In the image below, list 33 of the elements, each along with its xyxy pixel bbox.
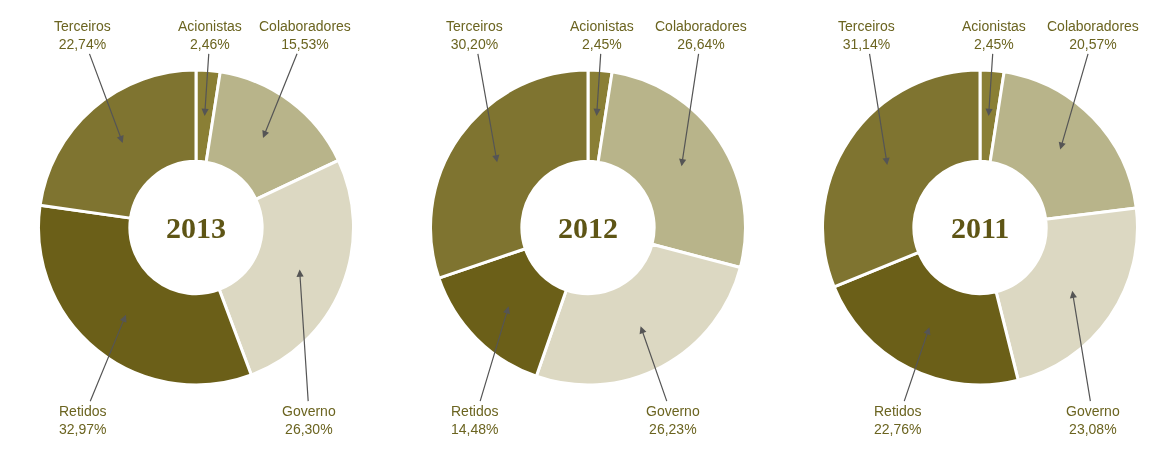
- data-label: 26,23%: [649, 421, 697, 438]
- data-label: 22,74%: [58, 36, 107, 53]
- data-label: 31,14%: [842, 36, 891, 53]
- data-label: 22,76%: [874, 421, 922, 438]
- slice-label: Terceiros: [54, 18, 111, 34]
- data-label: 30,20%: [450, 36, 499, 53]
- text: 2011: [951, 211, 1010, 244]
- slice-label: Acionistas: [962, 18, 1026, 34]
- slice-label: Acionistas: [570, 18, 634, 34]
- slice-label: Retidos: [451, 403, 499, 419]
- data-label: 20,57%: [1069, 36, 1117, 53]
- data-label: 2,45%: [974, 36, 1014, 53]
- slice-label: Governo: [1066, 403, 1120, 419]
- slice-label: Terceiros: [446, 18, 503, 34]
- data-label: 26,30%: [285, 421, 333, 438]
- slice-label: Colaboradores: [1047, 18, 1139, 34]
- slice-label: Retidos: [59, 403, 107, 419]
- slice-label: Retidos: [874, 403, 922, 419]
- slice-label: Colaboradores: [259, 18, 351, 34]
- slice-label: Terceiros: [838, 18, 895, 34]
- slice-label: Governo: [282, 403, 336, 419]
- text: 2013: [166, 211, 226, 244]
- data-label: 23,08%: [1069, 421, 1117, 438]
- slice-label: Acionistas: [178, 18, 242, 34]
- data-label: 26,64%: [677, 36, 725, 53]
- data-label: 32,97%: [59, 421, 107, 438]
- data-label: 2,45%: [582, 36, 622, 53]
- slice-label: Governo: [646, 403, 700, 419]
- data-label: 2,46%: [190, 36, 230, 53]
- text: 2012: [558, 211, 618, 244]
- data-label: 15,53%: [281, 36, 329, 53]
- slice-label: Colaboradores: [655, 18, 747, 34]
- data-label: 14,48%: [451, 421, 499, 438]
